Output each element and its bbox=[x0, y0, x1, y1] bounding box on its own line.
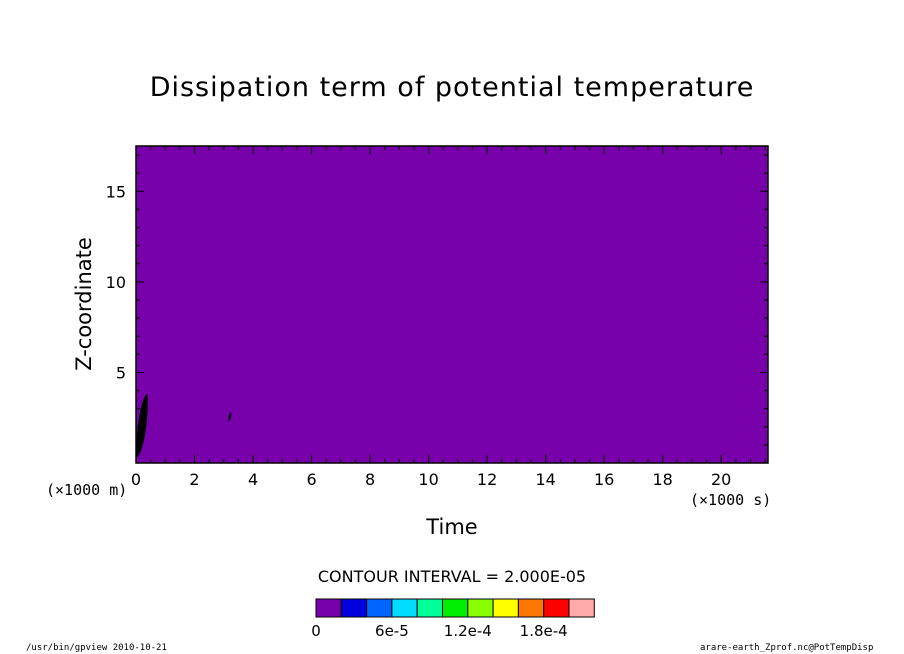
colorbar-swatch bbox=[568, 598, 595, 618]
x-tick-label: 0 bbox=[131, 470, 141, 489]
x-tick-label: 10 bbox=[418, 470, 438, 489]
colorbar-label: 0 bbox=[311, 622, 321, 640]
field-background bbox=[136, 146, 768, 463]
colorbar-swatch bbox=[391, 598, 418, 618]
x-tick-label: 12 bbox=[477, 470, 497, 489]
colorbar-swatch bbox=[416, 598, 444, 618]
x-tick-label: 4 bbox=[248, 470, 258, 489]
x-axis-label: Time bbox=[426, 515, 478, 539]
colorbar-swatch bbox=[366, 598, 393, 618]
colorbar-label: 1.2e-4 bbox=[443, 622, 492, 640]
footer-source-file: arare-earth_Zprof.nc@PotTempDisp bbox=[700, 643, 874, 653]
x-tick-label: 2 bbox=[189, 470, 199, 489]
x-tick-label: 8 bbox=[365, 470, 375, 489]
x-tick-label: 20 bbox=[711, 470, 731, 489]
colorbar-swatch bbox=[340, 598, 368, 618]
y-tick-label: 5 bbox=[116, 363, 126, 382]
colorbar-swatch bbox=[467, 598, 494, 618]
colorbar-swatch bbox=[543, 598, 570, 618]
x-tick-label: 6 bbox=[306, 470, 316, 489]
x-tick-label: 18 bbox=[652, 470, 672, 489]
colorbar-swatch bbox=[492, 598, 519, 618]
colorbar-label: 6e-5 bbox=[375, 622, 409, 640]
footer-program-date: /usr/bin/gpview 2010-10-21 bbox=[26, 643, 167, 653]
y-axis-unit: (×1000 m) bbox=[46, 481, 128, 499]
x-tick-label: 16 bbox=[594, 470, 614, 489]
x-axis-unit: (×1000 s) bbox=[690, 491, 772, 509]
chart-title: Dissipation term of potential temperatur… bbox=[149, 72, 755, 103]
y-axis-label: Z-coordinate bbox=[72, 237, 96, 371]
contour-interval-label: CONTOUR INTERVAL = 2.000E-05 bbox=[317, 567, 587, 586]
y-tick-label: 10 bbox=[106, 273, 126, 292]
colorbar-label: 1.8e-4 bbox=[519, 622, 568, 640]
field-feature-1 bbox=[228, 412, 232, 422]
plot-frame bbox=[135, 145, 769, 464]
colorbar-swatch bbox=[517, 598, 545, 618]
field-feature-0 bbox=[136, 394, 148, 458]
colorbar-swatch bbox=[442, 598, 469, 618]
y-tick-label: 15 bbox=[106, 182, 126, 201]
colorbar-swatch bbox=[315, 598, 342, 618]
x-tick-label: 14 bbox=[535, 470, 555, 489]
